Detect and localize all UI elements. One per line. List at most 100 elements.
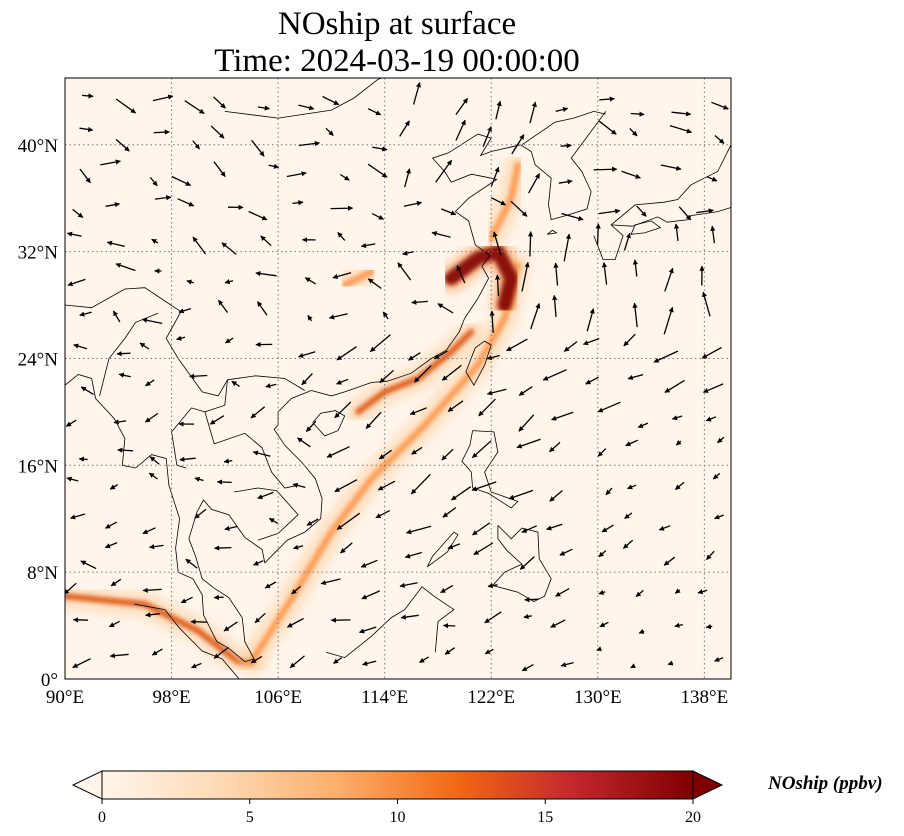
wind-arrow — [521, 525, 537, 533]
lon-tick-label: 138°E — [681, 687, 729, 708]
coastline-segment — [521, 110, 606, 146]
wind-arrow — [494, 274, 501, 297]
wind-arrow — [186, 279, 194, 285]
wind-arrow — [337, 231, 346, 241]
wind-arrow — [671, 415, 683, 421]
wind-arrow — [66, 231, 82, 237]
wind-arrow — [558, 179, 573, 185]
wind-arrow — [268, 517, 278, 524]
plume-core — [488, 161, 521, 242]
coastline-segment — [204, 379, 299, 489]
colorbar-extend-low — [71, 770, 103, 800]
wind-arrow — [714, 656, 724, 662]
plume-core — [341, 268, 375, 288]
coastline-segment — [311, 133, 521, 397]
wind-arrow — [598, 208, 621, 215]
wind-arrow — [664, 267, 674, 292]
wind-arrow — [104, 542, 118, 549]
wind-arrow — [632, 302, 638, 328]
wind-arrow — [674, 588, 681, 594]
wind-arrow — [622, 539, 634, 549]
wind-arrow — [256, 301, 268, 316]
wind-arrow — [250, 406, 266, 419]
wind-arrow — [320, 578, 341, 586]
wind-arrow — [360, 242, 376, 249]
wind-arrow — [79, 126, 94, 133]
wind-arrow — [399, 120, 410, 137]
wind-arrow — [149, 456, 160, 465]
wind-arrow — [658, 525, 671, 531]
coastline-segment — [630, 220, 662, 235]
wind-arrow — [632, 259, 639, 277]
wind-arrow — [403, 200, 423, 207]
wind-arrow — [224, 337, 234, 344]
wind-arrow — [115, 262, 136, 272]
lon-tick-label: 114°E — [361, 687, 408, 708]
colorbar: 0 5 10 15 20 NOship (ppbv) — [71, 770, 883, 826]
wind-arrow — [510, 200, 528, 217]
wind-arrow — [560, 661, 574, 668]
colorbar-tick-label: 15 — [537, 809, 553, 826]
wind-arrow — [635, 589, 644, 598]
wind-arrow — [542, 369, 567, 381]
coastline-segment — [312, 410, 346, 437]
wind-arrow — [701, 291, 711, 317]
wind-arrow — [673, 223, 680, 241]
wind-arrow — [253, 560, 264, 566]
wind-arrow — [145, 379, 155, 387]
wind-arrow — [117, 447, 134, 453]
colorbar-tick-label: 20 — [685, 809, 701, 826]
wind-arrow — [73, 343, 88, 350]
wind-arrow — [326, 446, 350, 458]
wind-arrow — [110, 578, 122, 587]
wind-arrow — [154, 195, 172, 201]
wind-arrow — [596, 646, 602, 652]
wind-arrow — [178, 307, 191, 314]
wind-arrow — [437, 303, 454, 314]
wind-arrow — [508, 489, 534, 500]
wind-arrow — [451, 486, 472, 501]
wind-arrow — [712, 472, 721, 480]
wind-arrow — [141, 317, 163, 325]
wind-arrow — [255, 271, 277, 277]
wind-arrow — [257, 105, 270, 111]
wind-arrow — [375, 510, 390, 519]
wind-arrow — [251, 139, 265, 157]
coastline-segment — [461, 430, 519, 509]
wind-arrow — [379, 369, 395, 384]
wind-arrow — [224, 279, 234, 285]
lon-tick-label: 90°E — [46, 687, 84, 708]
wind-arrow — [144, 412, 159, 423]
wind-arrow — [555, 588, 570, 597]
wind-arrow — [431, 231, 451, 238]
wind-arrow — [433, 350, 448, 360]
lon-tick-label: 130°E — [574, 687, 622, 708]
wind-arrow — [304, 277, 317, 285]
wind-arrow — [223, 621, 238, 632]
wind-arrow — [216, 479, 232, 485]
wind-arrow — [667, 660, 674, 666]
wind-arrow — [471, 440, 492, 459]
wind-arrow — [361, 590, 381, 600]
colorbar-extend-high — [692, 770, 724, 800]
wind-arrow — [674, 481, 685, 490]
wind-arrow — [487, 583, 498, 589]
wind-arrow — [286, 617, 304, 628]
gridlines — [65, 78, 731, 679]
wind-arrow — [524, 597, 539, 603]
wind-arrow — [81, 93, 94, 99]
wind-arrow — [625, 439, 639, 447]
wind-arrow — [495, 100, 502, 120]
coastline-segment — [465, 340, 492, 387]
wind-arrow — [292, 200, 304, 206]
wind-arrow — [563, 341, 578, 352]
wind-arrow — [561, 212, 584, 221]
wind-arrow — [529, 101, 537, 124]
coastline-segment — [325, 586, 455, 659]
wind-arrow — [492, 231, 502, 256]
colorbar-label: NOship (ppbv) — [767, 773, 883, 794]
wind-arrow — [696, 208, 714, 214]
wind-arrow — [212, 96, 226, 109]
wind-arrow — [115, 98, 137, 114]
wind-arrow — [180, 596, 193, 604]
